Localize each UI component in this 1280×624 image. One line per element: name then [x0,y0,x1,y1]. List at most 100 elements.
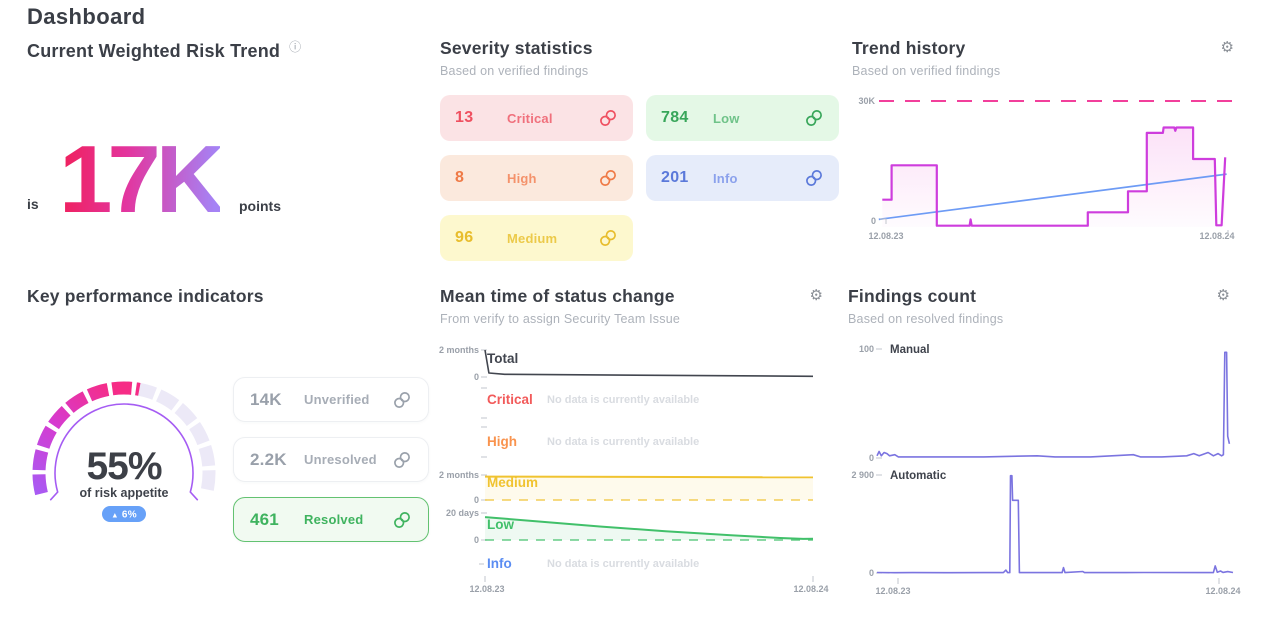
gear-icon[interactable]: ⚙ [1220,39,1234,56]
gauge-caption: of risk appetite [80,486,169,500]
y-axis-top-label: 2 months [439,345,479,355]
findings-subtitle: Based on resolved findings [848,312,1004,326]
high-row-label: High [487,434,517,449]
risk-trend-value: 17K [59,126,225,233]
arrow-up-icon: ▲ [111,511,119,520]
trend-history-subtitle: Based on verified findings [852,64,1001,78]
gear-icon[interactable]: ⚙ [1216,287,1230,304]
medium-count: 96 [455,229,474,246]
risk-trend-title: Current Weighted Risk Trend [27,41,281,61]
trend-history-chart: 30K 0 12.08.23 12.08.24 [858,96,1234,241]
x-axis-right-label: 12.08.24 [793,584,828,594]
resolved-value: 461 [250,509,279,529]
low-line [484,516,814,540]
risk-trend-suffix: points [239,198,281,214]
low-area [485,517,813,540]
gauge-percent: 55% [86,445,161,488]
link-icon[interactable] [392,510,412,530]
medium-label: Medium [507,230,558,246]
x-axis-left-label: 12.08.23 [875,586,910,596]
y-axis-zero-label: 0 [871,216,876,226]
y-axis-top-label: 30K [858,96,875,106]
delta-badge [102,506,146,522]
y-axis-zero-label: 0 [474,495,479,505]
severity-card-high[interactable]: 8 High [440,155,633,201]
link-icon[interactable] [598,108,618,128]
automatic-line [876,474,1234,574]
medium-line [484,475,814,479]
mean-time-subtitle: From verify to assign Security Team Issu… [440,312,680,326]
x-axis-right-label: 12.08.24 [1205,586,1240,596]
link-icon[interactable] [598,228,618,248]
page-title: Dashboard [27,4,146,29]
y-axis-zero-label: 0 [869,568,874,578]
page-header: Dashboard [27,4,146,30]
kpi-card-unresolved[interactable]: 2.2K Unresolved [233,437,429,482]
total-row-label: Total [487,351,518,366]
kpi-panel: Key performance indicators 55% of risk a… [27,286,432,616]
y-axis-top-label: 2 months [439,470,479,480]
gauge-fill [32,381,141,496]
y-axis-zero-label: 0 [474,535,479,545]
y-axis-top-label: 100 [859,344,874,354]
gauge-inner-arc [49,403,199,501]
severity-subtitle: Based on verified findings [440,64,589,78]
x-axis-right-label: 12.08.24 [1199,231,1234,241]
severity-card-critical[interactable]: 13 Critical [440,95,633,141]
unverified-label: Unverified [304,392,370,407]
gear-icon[interactable]: ⚙ [809,287,823,304]
axis-tick [880,218,887,224]
weighted-risk-line [882,126,1227,227]
severity-card-medium[interactable]: 96 Medium [440,215,633,261]
findings-panel: Findings count Based on resolved finding… [848,286,1242,616]
unverified-value: 14K [250,389,282,409]
info-label: Info [713,170,738,186]
high-label: High [507,170,537,186]
weighted-risk-area [882,127,1226,227]
info-count: 201 [661,169,689,186]
kpi-card-unverified[interactable]: 14K Unverified [233,377,429,422]
mean-time-chart: 2 months 0 Total Critical No data is current… [439,345,829,594]
findings-title: Findings count [848,286,977,306]
severity-panel: Severity statistics Based on verified fi… [440,38,842,261]
no-data-message: No data is currently available [547,436,699,448]
medium-area [485,476,813,500]
link-icon[interactable] [392,390,412,410]
trend-history-panel: Trend history Based on verified findings… [852,38,1242,250]
no-data-message: No data is currently available [547,558,699,570]
critical-label: Critical [507,110,553,126]
total-line [484,349,814,378]
x-axis-left-label: 12.08.23 [469,584,504,594]
y-axis-zero-label: 0 [869,453,874,463]
manual-line [876,351,1231,458]
info-row-label: Info [487,556,512,571]
delta-badge-text: ▲ 6% [111,510,137,521]
kpi-card-resolved[interactable]: 461 Resolved [233,497,429,542]
manual-series-label: Manual [890,344,930,356]
severity-cards: 13 Critical 784 Low 8 High 201 Info 96 M… [440,95,842,261]
resolved-label: Resolved [304,512,364,527]
severity-card-info[interactable]: 201 Info [646,155,839,201]
medium-row-label: Medium [487,475,538,490]
mean-time-title: Mean time of status change [440,286,675,306]
trend-history-title: Trend history [852,38,966,58]
y-axis-zero-label: 0 [474,372,479,382]
findings-chart: 100 0 Manual 2 900 0 Automatic 12.08.23 12.08.2… [851,344,1240,596]
info-icon[interactable]: ⓘ [289,40,302,54]
risk-appetite-gauge: 55% of risk appetite ▲ 6% [32,381,216,522]
link-icon[interactable] [804,108,824,128]
risk-trend-panel: Current Weighted Risk Trend ⓘ is 17K poin… [27,38,427,248]
mean-time-panel: Mean time of status change From verify t… [439,286,835,616]
x-axis-left-label: 12.08.23 [868,231,903,241]
link-icon[interactable] [804,168,824,188]
unresolved-label: Unresolved [304,452,377,467]
unresolved-value: 2.2K [250,449,287,469]
high-count: 8 [455,169,465,186]
link-icon[interactable] [598,168,618,188]
link-icon[interactable] [392,450,412,470]
low-row-label: Low [487,517,514,532]
severity-card-low[interactable]: 784 Low [646,95,839,141]
y-axis-top-label: 2 900 [851,470,874,480]
kpi-title: Key performance indicators [27,286,264,306]
severity-title: Severity statistics [440,38,593,58]
